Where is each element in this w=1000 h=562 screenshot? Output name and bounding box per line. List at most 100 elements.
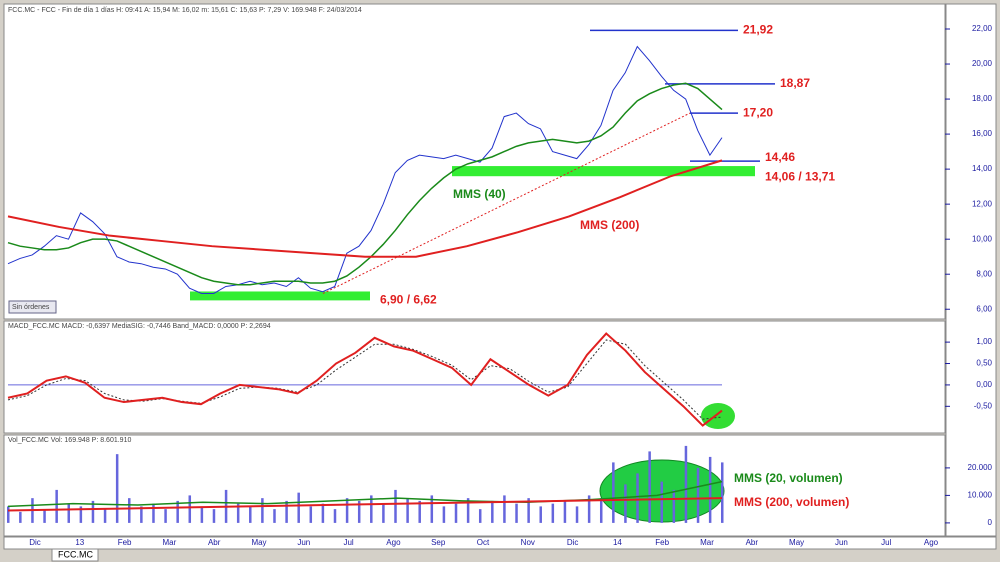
volume-bar bbox=[382, 503, 385, 523]
series-label: MMS (20, volumen) bbox=[734, 471, 843, 485]
volume-bar bbox=[696, 467, 700, 523]
y-tick-label: 0 bbox=[988, 518, 993, 527]
volume-bar bbox=[164, 509, 167, 523]
level-label: 17,20 bbox=[743, 105, 773, 119]
volume-bar bbox=[297, 492, 300, 523]
header: FCC.MC - FCC - Fin de día 1 días H: 09:4… bbox=[8, 7, 362, 14]
volume-bar bbox=[79, 506, 83, 523]
volume-bar bbox=[285, 500, 288, 523]
volume-bar bbox=[140, 506, 143, 523]
x-tick-label: Oct bbox=[477, 538, 490, 547]
volume-bar bbox=[345, 498, 349, 523]
volume-bar bbox=[103, 509, 107, 523]
tab-label: FCC.MC bbox=[58, 549, 93, 559]
y-tick-label: 20,00 bbox=[972, 59, 993, 68]
volume-bar bbox=[478, 509, 482, 523]
header: Vol_FCC.MC Vol: 169.948 P: 8.601.910 bbox=[8, 437, 131, 444]
x-tick-label: Dic bbox=[29, 538, 41, 547]
x-tick-label: Jun bbox=[835, 538, 848, 547]
volume-bar bbox=[212, 509, 216, 523]
volume-bar bbox=[721, 462, 724, 523]
button[interactable] bbox=[8, 300, 57, 314]
trendline bbox=[322, 112, 691, 294]
volume-bar bbox=[624, 484, 627, 523]
header: MACD_FCC.MC MACD: -0,6397 MediaSIG: -0,7… bbox=[8, 323, 271, 330]
volume-bar bbox=[273, 509, 276, 523]
support-band bbox=[190, 291, 370, 301]
volume-bar bbox=[612, 462, 615, 523]
x-tick-label: 14 bbox=[613, 538, 622, 547]
volume-bar bbox=[321, 503, 325, 523]
volume-bar bbox=[515, 503, 518, 523]
y-tick-label: -0,50 bbox=[974, 401, 993, 410]
volume-bar bbox=[43, 509, 46, 523]
volume-bar bbox=[152, 503, 155, 523]
volume-bar bbox=[551, 503, 555, 523]
series-line bbox=[7, 497, 723, 512]
volume-bar bbox=[394, 489, 397, 523]
volume-bar bbox=[648, 451, 651, 523]
y-tick-label: 0,00 bbox=[976, 380, 992, 389]
x-tick-label: Jul bbox=[881, 538, 891, 547]
y-tick-label: 1,00 bbox=[976, 337, 992, 346]
volume-bar bbox=[176, 500, 179, 523]
volume-bar bbox=[7, 506, 10, 523]
x-tick-label: Feb bbox=[655, 538, 669, 547]
volume-bar bbox=[261, 498, 264, 523]
x-tick-label: Nov bbox=[521, 538, 535, 547]
volume-bar bbox=[91, 500, 95, 523]
series-line bbox=[7, 332, 723, 427]
x-tick-label: Abr bbox=[746, 538, 759, 547]
highlight bbox=[701, 403, 735, 429]
volume-bar bbox=[370, 495, 373, 523]
volume-bar bbox=[55, 489, 58, 523]
x-tick-label: Ago bbox=[924, 538, 939, 547]
x-tick-label: Ago bbox=[386, 538, 401, 547]
y-tick-label: 14,00 bbox=[972, 164, 993, 173]
x-tick-label: Mar bbox=[700, 538, 714, 547]
x-tick-label: Dic bbox=[567, 538, 579, 547]
support-band bbox=[452, 166, 755, 177]
y-tick-label: 6,00 bbox=[976, 304, 992, 313]
series-line bbox=[7, 45, 723, 294]
series-line bbox=[7, 339, 723, 420]
y-tick-label: 0,50 bbox=[976, 359, 992, 368]
y-tick-label: 22,00 bbox=[972, 24, 993, 33]
volume-bar bbox=[67, 503, 71, 523]
macd-panel bbox=[3, 320, 946, 434]
band-label: 14,06 / 13,71 bbox=[765, 169, 835, 183]
volume-bar bbox=[503, 495, 506, 523]
y-tick-label: 10.000 bbox=[968, 491, 993, 500]
volume-bar bbox=[454, 503, 458, 523]
volume-panel bbox=[3, 434, 946, 537]
volume-bar bbox=[357, 500, 361, 523]
volume-bar bbox=[333, 509, 337, 523]
volume-bar bbox=[128, 498, 131, 523]
tab[interactable] bbox=[51, 548, 99, 562]
volume-bar bbox=[430, 495, 434, 523]
x-tick-label: Jun bbox=[297, 538, 310, 547]
x-tick-label: Feb bbox=[118, 538, 132, 547]
series-line bbox=[7, 82, 723, 286]
volume-bar bbox=[442, 506, 446, 523]
volume-bar bbox=[19, 511, 22, 523]
level-label: 14,46 bbox=[765, 150, 795, 164]
series-label: MMS (200) bbox=[580, 218, 639, 232]
y-tick-label: 8,00 bbox=[976, 269, 992, 278]
volume-bar bbox=[491, 500, 494, 523]
volume-bar bbox=[599, 498, 603, 523]
volume-bar bbox=[418, 500, 421, 523]
volume-bar bbox=[309, 506, 313, 523]
y-tick-label: 10,00 bbox=[972, 234, 993, 243]
volume-bar bbox=[575, 506, 579, 523]
x-axis-area bbox=[3, 536, 997, 550]
volume-bar bbox=[587, 495, 591, 523]
x-tick-label: May bbox=[789, 538, 804, 547]
x-tick-label: Sep bbox=[431, 538, 446, 547]
volume-bar bbox=[249, 506, 252, 523]
volume-bar bbox=[708, 456, 712, 523]
x-tick-label: 13 bbox=[75, 538, 84, 547]
series-line bbox=[7, 159, 723, 258]
